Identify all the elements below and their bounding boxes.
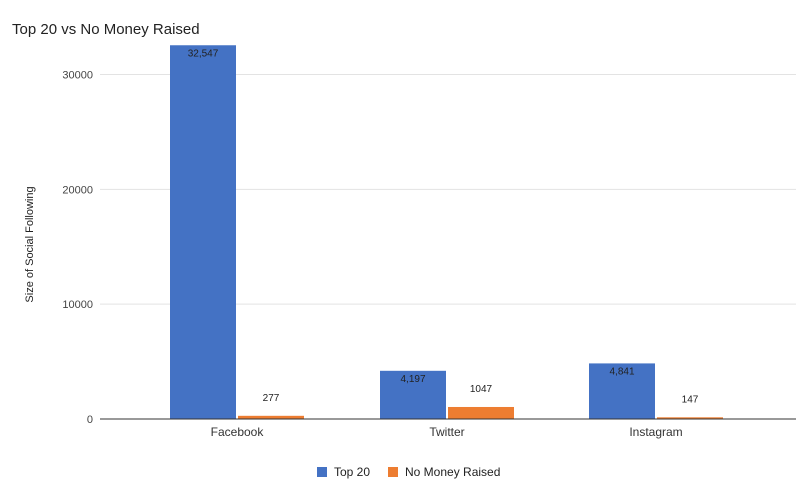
data-labels: 32,547 277 4,197 1047 4,841 147 xyxy=(188,48,699,405)
bar xyxy=(589,363,655,419)
data-label: 32,547 xyxy=(188,48,219,59)
y-axis-label: Size of Social Following xyxy=(24,186,36,302)
data-label: 1047 xyxy=(470,384,493,395)
data-label: 147 xyxy=(682,394,699,405)
legend-label: Top 20 xyxy=(334,465,370,479)
bar xyxy=(238,415,304,419)
bar xyxy=(170,45,236,419)
y-tick-labels: 0 10000 20000 30000 xyxy=(62,70,93,427)
category-label: Twitter xyxy=(429,425,464,439)
legend-label: No Money Raised xyxy=(405,465,500,479)
data-label: 4,197 xyxy=(400,374,425,385)
data-label: 277 xyxy=(263,393,280,404)
legend: Top 20 No Money Raised xyxy=(317,465,500,479)
category-label: Instagram xyxy=(629,425,682,439)
legend-swatch xyxy=(388,467,398,477)
data-label: 4,841 xyxy=(609,366,634,377)
y-tick-label: 10000 xyxy=(62,299,93,311)
bar xyxy=(448,406,514,419)
bar xyxy=(380,370,446,419)
legend-swatch xyxy=(317,467,327,477)
category-label: Facebook xyxy=(211,425,265,439)
y-tick-label: 30000 xyxy=(62,70,93,82)
bar xyxy=(657,417,723,419)
y-tick-label: 20000 xyxy=(62,184,93,196)
category-labels: Facebook Twitter Instagram xyxy=(211,425,683,439)
bars xyxy=(170,45,723,419)
chart-title: Top 20 vs No Money Raised xyxy=(12,21,200,38)
y-tick-label: 0 xyxy=(87,414,93,426)
